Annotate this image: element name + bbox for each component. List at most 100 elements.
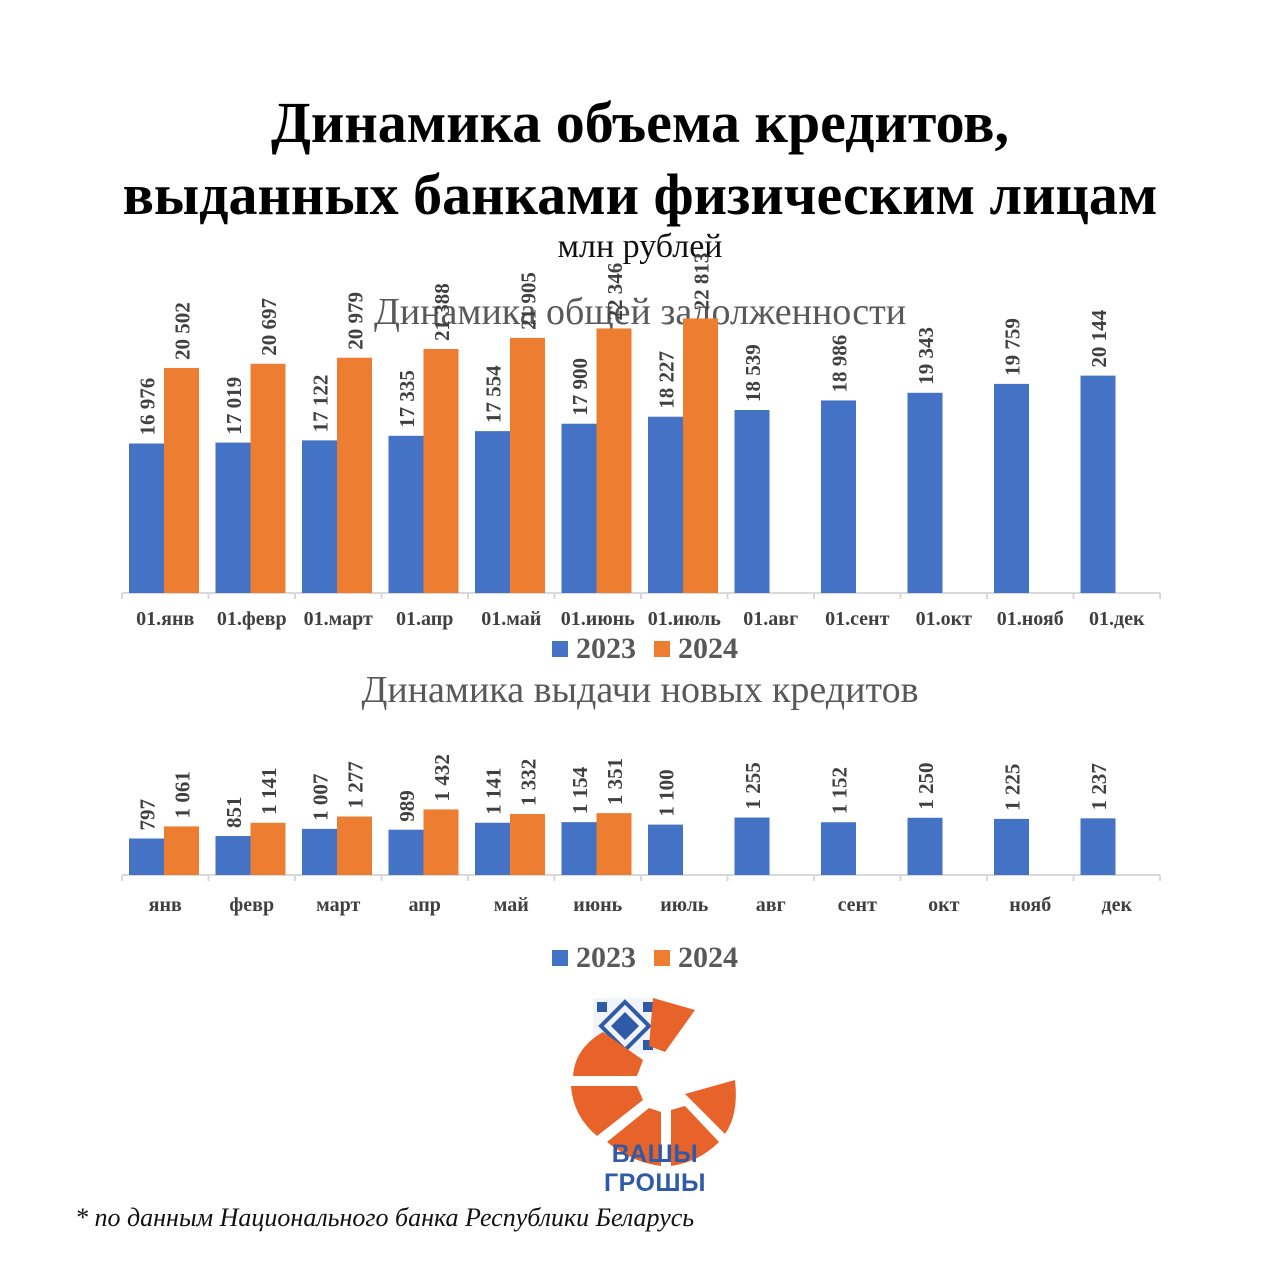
data-label-2023-7: 1 255: [741, 762, 765, 809]
data-label-2023-11: 1 237: [1087, 763, 1111, 810]
bar-2024-4: [510, 813, 545, 875]
category-label-2: 01.март: [304, 608, 373, 630]
category-label-8: 01.сент: [825, 608, 890, 630]
legend-label-2023: 2023: [576, 632, 636, 665]
data-label-2023-10: 1 225: [1001, 764, 1025, 811]
data-label-2023-3: 989: [395, 790, 419, 822]
debt-chart-legend: 2023 2024: [0, 632, 1280, 668]
new-loans-chart-legend: 2023 2024: [0, 941, 1280, 977]
data-label-2024-6: 22 813: [690, 253, 714, 311]
vashy-groshy-logo: [571, 998, 736, 1166]
data-label-2023-10: 19 759: [1001, 318, 1025, 376]
category-label-3: апр: [409, 894, 441, 916]
chart2-title: Динамика выдачи новых кредитов: [361, 669, 919, 711]
bar-2023-6: [648, 416, 683, 593]
new-loans-chart: 797 1 061 янв 851 1 141 февр 1 007 1 277 март 989…: [121, 754, 1161, 916]
data-label-2023-8: 1 152: [828, 767, 852, 814]
bar-2024-0: [164, 826, 199, 875]
category-label-1: 01.февр: [217, 608, 287, 630]
bar-2023-1: [215, 836, 251, 875]
bar-2023-7: [734, 817, 770, 875]
data-label-2024-4: 1 332: [517, 759, 541, 806]
logo-segments-icon: [571, 998, 736, 1166]
bar-2024-0: [164, 367, 199, 593]
bar-2024-5: [596, 328, 632, 593]
data-label-2023-0: 16 976: [136, 378, 160, 436]
bar-2024-1: [250, 822, 286, 875]
legend-swatch-2023: [552, 950, 568, 966]
bar-2024-3: [423, 348, 459, 593]
data-label-2023-1: 851: [222, 797, 246, 829]
data-label-2023-9: 1 250: [914, 763, 938, 810]
data-label-2023-6: 1 100: [655, 769, 679, 816]
data-label-2023-6: 18 227: [655, 351, 679, 409]
source-footnote: * по данным Национального банка Республи…: [75, 1203, 695, 1232]
bar-2023-11: [1080, 375, 1116, 593]
bar-2023-1: [215, 442, 251, 593]
bar-2023-0: [129, 443, 164, 593]
category-label-6: 01.июль: [648, 608, 722, 630]
bar-2023-6: [648, 824, 683, 875]
category-label-10: 01.нояб: [997, 608, 1064, 630]
bar-2023-9: [907, 392, 943, 593]
data-label-2023-3: 17 335: [395, 370, 419, 428]
category-label-3: 01.апр: [396, 608, 453, 630]
legend-item-2024: 2024: [654, 941, 738, 975]
data-label-2024-3: 1 432: [430, 754, 454, 801]
category-label-2: март: [316, 894, 360, 916]
legend-label-2024: 2024: [678, 941, 738, 974]
bar-2023-5: [561, 423, 597, 593]
data-label-2023-0: 797: [136, 799, 160, 831]
data-label-2024-1: 20 697: [257, 298, 281, 356]
category-label-7: авг: [756, 894, 786, 916]
bar-2023-8: [821, 822, 856, 875]
category-label-0: 01.янв: [136, 608, 194, 630]
category-label-11: дек: [1101, 894, 1132, 916]
bar-2024-3: [423, 809, 459, 875]
bar-2024-6: [683, 318, 718, 593]
bar-2023-0: [129, 838, 164, 875]
bar-2023-9: [907, 817, 943, 875]
debt-chart: 16 976 20 502 01.янв 17 019 20 697 01.февр 17 …: [121, 253, 1161, 630]
legend-swatch-2024: [654, 950, 670, 966]
category-label-6: июль: [660, 894, 709, 916]
legend-label-2024: 2024: [678, 632, 738, 665]
bar-2023-2: [302, 440, 337, 593]
bar-2023-10: [994, 818, 1029, 875]
category-label-5: июнь: [573, 894, 622, 916]
data-label-2024-2: 20 979: [344, 292, 368, 350]
category-label-4: 01.май: [481, 608, 541, 630]
bar-2024-5: [596, 813, 632, 875]
bar-2023-4: [475, 431, 510, 593]
data-label-2024-0: 1 061: [171, 771, 195, 818]
bar-2023-2: [302, 828, 337, 875]
bar-2023-7: [734, 410, 770, 593]
data-label-2023-4: 1 141: [482, 767, 506, 814]
bar-2024-2: [337, 816, 372, 875]
data-label-2023-5: 17 900: [568, 358, 592, 416]
chart1-title: Динамика общей задолженности: [373, 291, 907, 333]
category-label-9: окт: [928, 894, 960, 916]
data-label-2024-4: 21 905: [517, 272, 541, 330]
data-label-2024-1: 1 141: [257, 767, 281, 814]
main-title-line-2: выданных банками физическим лицам: [122, 162, 1158, 227]
data-label-2023-4: 17 554: [482, 365, 506, 423]
data-label-2023-1: 17 019: [222, 377, 246, 435]
data-label-2023-9: 19 343: [914, 327, 938, 385]
main-title-line-1: Динамика объема кредитов,: [271, 90, 1009, 155]
category-label-7: 01.авг: [743, 608, 798, 630]
bar-2024-4: [510, 337, 545, 593]
bar-2023-3: [388, 435, 424, 593]
unit-label: млн рублей: [557, 228, 723, 265]
logo-text: ВАШЫ ГРОШЫ: [603, 1140, 707, 1197]
legend-label-2023: 2023: [576, 941, 636, 974]
bar-2023-10: [994, 383, 1029, 593]
bar-2023-3: [388, 829, 424, 875]
data-label-2024-0: 20 502: [171, 302, 195, 360]
bar-2023-5: [561, 822, 597, 875]
category-label-5: 01.июнь: [561, 608, 635, 630]
data-label-2023-2: 17 122: [309, 375, 333, 433]
category-label-11: 01.дек: [1089, 608, 1145, 630]
bar-2024-2: [337, 357, 372, 593]
data-label-2023-5: 1 154: [568, 766, 592, 814]
